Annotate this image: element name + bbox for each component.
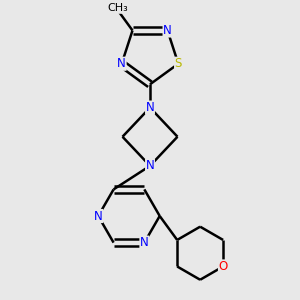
Text: N: N bbox=[163, 24, 172, 37]
Text: N: N bbox=[140, 236, 149, 249]
Text: S: S bbox=[175, 57, 182, 70]
Text: CH₃: CH₃ bbox=[108, 3, 129, 13]
Text: N: N bbox=[146, 101, 154, 114]
Text: N: N bbox=[117, 57, 126, 70]
Text: N: N bbox=[94, 209, 103, 223]
Text: N: N bbox=[146, 159, 154, 172]
Text: O: O bbox=[218, 260, 228, 273]
